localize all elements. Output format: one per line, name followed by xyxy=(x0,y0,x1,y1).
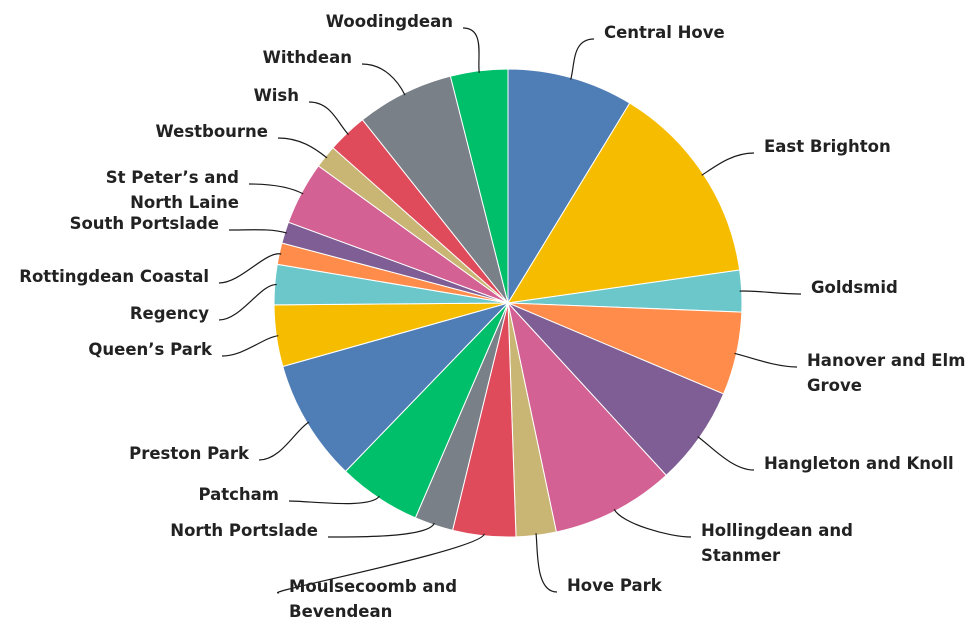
slice-label-central-hove: Central Hove xyxy=(604,23,725,42)
leader-line-central-hove xyxy=(570,38,595,80)
leader-line-hollingdean-and-stanmer xyxy=(613,508,692,538)
slice-label-wish: Wish xyxy=(254,86,299,105)
leader-line-regency xyxy=(218,283,277,321)
leader-line-hangleton-and-knoll xyxy=(697,436,755,471)
slice-label-westbourne: Westbourne xyxy=(156,122,268,141)
leader-line-north-portslade xyxy=(327,522,435,538)
leader-line-hove-park xyxy=(535,533,558,593)
leader-line-south-portslade xyxy=(228,229,287,234)
pie-slices xyxy=(273,68,743,538)
leader-line-st-peter-s-and-north-laine xyxy=(248,183,304,195)
leader-line-westbourne xyxy=(277,137,328,159)
leader-line-preston-park xyxy=(258,421,310,461)
slice-label-south-portslade: South Portslade xyxy=(70,214,219,233)
slice-label-hove-park: Hove Park xyxy=(567,576,663,595)
slice-label-st-peter-s-and-north-laine: St Peter’s and North Laine xyxy=(106,168,239,212)
slice-labels: Central Hove East Brighton Goldsmid Hanover… xyxy=(19,12,965,620)
leader-line-woodingdean xyxy=(462,27,480,73)
leader-line-rottingdean-coastal xyxy=(218,253,282,284)
slice-label-goldsmid: Goldsmid xyxy=(811,278,898,297)
slice-label-north-portslade: North Portslade xyxy=(170,521,318,540)
slice-label-patcham: Patcham xyxy=(198,485,279,504)
slice-label-regency: Regency xyxy=(130,304,209,323)
slice-label-queen-s-park: Queen’s Park xyxy=(88,340,213,359)
slice-label-moulsecoomb-and-bevendean: Moulsecoomb and Bevendean xyxy=(289,577,457,620)
leader-line-moulsecoomb-and-bevendean xyxy=(276,533,485,594)
leader-lines xyxy=(218,27,802,594)
leader-line-east-brighton xyxy=(701,152,755,176)
leader-line-wish xyxy=(308,101,349,136)
slice-label-withdean: Withdean xyxy=(263,48,352,67)
slice-label-hollingdean-and-stanmer: Hollingdean and Stanmer xyxy=(701,521,853,565)
slice-label-woodingdean: Woodingdean xyxy=(326,12,453,31)
slice-label-east-brighton: East Brighton xyxy=(764,137,891,156)
leader-line-hanover-and-elm-grove xyxy=(734,352,798,368)
leader-line-queen-s-park xyxy=(221,335,279,357)
leader-line-patcham xyxy=(288,495,380,505)
slice-label-hangleton-and-knoll: Hangleton and Knoll xyxy=(764,454,954,473)
slice-label-preston-park: Preston Park xyxy=(129,444,250,463)
leader-line-withdean xyxy=(361,63,406,96)
slice-label-rottingdean-coastal: Rottingdean Coastal xyxy=(19,267,209,286)
leader-line-goldsmid xyxy=(739,290,802,295)
slice-label-hanover-and-elm-grove: Hanover and Elm Grove xyxy=(807,351,965,395)
